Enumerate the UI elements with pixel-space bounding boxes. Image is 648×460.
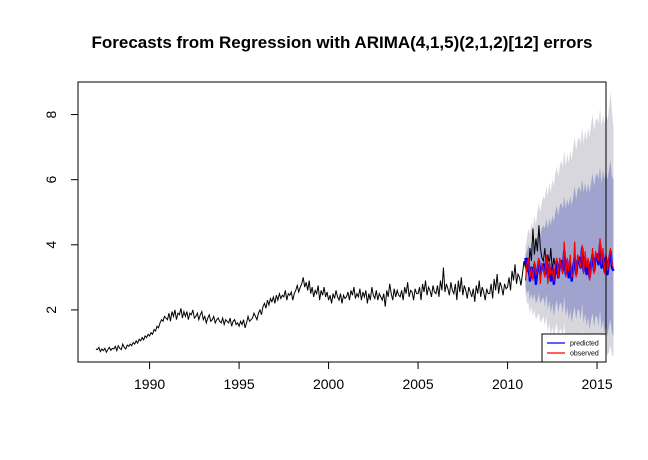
observed-series-line <box>524 238 615 284</box>
x-tick-label: 1995 <box>224 376 255 392</box>
legend-label-observed: observed <box>570 351 599 358</box>
y-tick-label: 4 <box>43 241 59 249</box>
legend-box <box>541 333 607 363</box>
y-tick-label: 8 <box>43 110 59 118</box>
y-tick-label: 2 <box>43 306 59 314</box>
legend-label-predicted: predicted <box>570 341 599 348</box>
x-tick-label: 1990 <box>134 376 165 392</box>
history-series-line <box>95 225 561 354</box>
plot-frame <box>77 81 607 363</box>
prediction-intervals <box>525 91 614 356</box>
x-axis: 1990 1995 2000 2005 2010 2015 <box>134 361 613 392</box>
y-axis: 2 4 6 8 <box>43 110 79 314</box>
legend: predicted observed <box>541 333 607 363</box>
chart-title: Forecasts from Regression with ARIMA(4,1… <box>91 33 592 52</box>
interval-80-band <box>525 160 614 336</box>
x-tick-label: 2000 <box>313 376 344 392</box>
x-tick-label: 2015 <box>581 376 612 392</box>
series-lines <box>95 225 615 354</box>
x-tick-label: 2005 <box>402 376 433 392</box>
y-tick-label: 6 <box>43 176 59 184</box>
x-tick-label: 2010 <box>492 376 523 392</box>
